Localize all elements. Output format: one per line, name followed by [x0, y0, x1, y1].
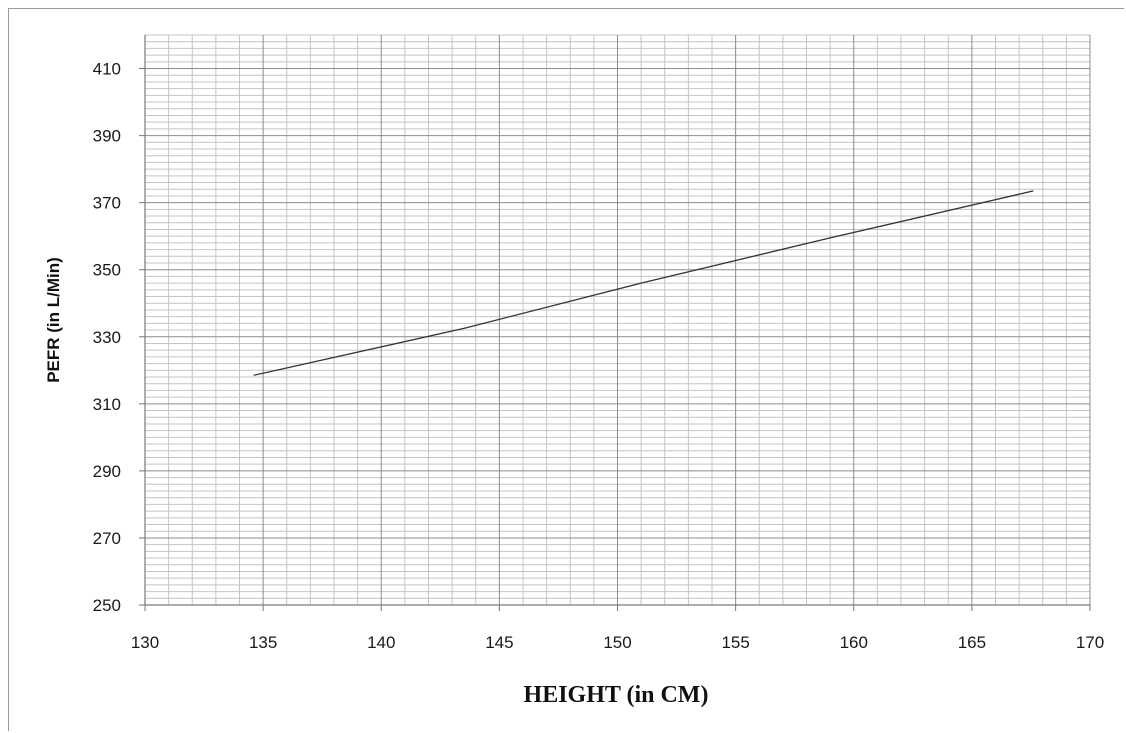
y-tick-label: 270 — [93, 529, 121, 548]
x-tick-label: 135 — [249, 633, 277, 652]
x-axis-label: HEIGHT (in CM) — [524, 682, 709, 708]
y-tick-label: 330 — [93, 328, 121, 347]
x-tick-labels: 130 135 140 145 150 155 160 165 170 — [131, 633, 1104, 652]
x-tick-label: 130 — [131, 633, 159, 652]
x-tick-label: 155 — [721, 633, 749, 652]
y-tick-label: 350 — [93, 261, 121, 280]
x-tick-label: 165 — [958, 633, 986, 652]
axes — [139, 35, 1091, 611]
series-layer — [253, 190, 1034, 376]
x-tick-label: 170 — [1076, 633, 1104, 652]
y-tick-labels: 250 270 290 310 330 350 370 390 410 — [93, 60, 121, 615]
y-axis-label: PEFR (in L/Min) — [44, 257, 63, 383]
x-tick-label: 140 — [367, 633, 395, 652]
y-tick-label: 290 — [93, 462, 121, 481]
y-tick-label: 370 — [93, 194, 121, 213]
y-tick-label: 410 — [93, 60, 121, 79]
x-tick-label: 160 — [840, 633, 868, 652]
y-tick-label: 310 — [93, 395, 121, 414]
y-tick-label: 250 — [93, 596, 121, 615]
series-line — [253, 190, 1034, 376]
x-tick-label: 150 — [603, 633, 631, 652]
x-tick-label: 145 — [485, 633, 513, 652]
y-tick-label: 390 — [93, 127, 121, 146]
